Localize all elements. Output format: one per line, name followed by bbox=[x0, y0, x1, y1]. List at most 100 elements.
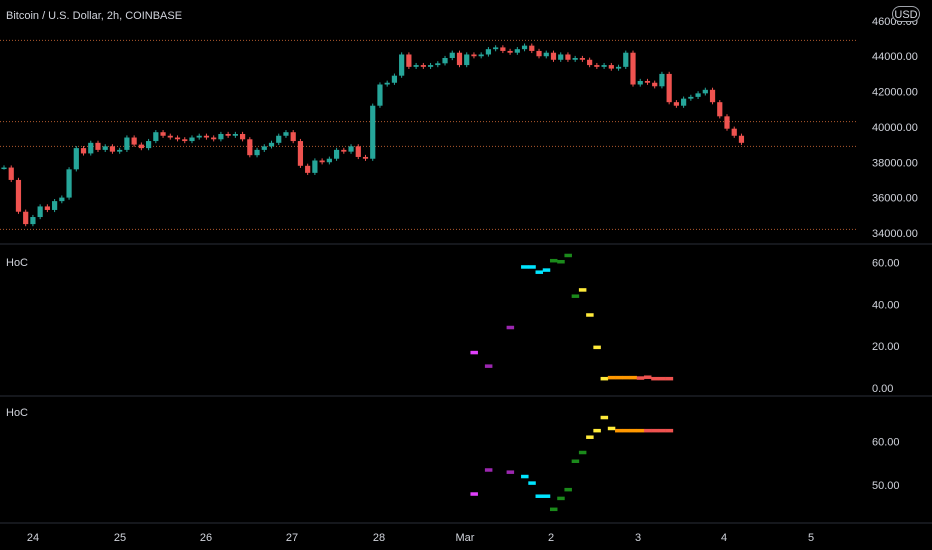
hoc1-point bbox=[528, 265, 536, 269]
hoc2-point bbox=[528, 481, 536, 485]
candle bbox=[507, 50, 513, 53]
indicator-pane-2[interactable]: 50.00 60.00 bbox=[470, 415, 900, 512]
candle bbox=[23, 211, 29, 225]
candle bbox=[623, 52, 629, 67]
candle bbox=[8, 167, 14, 180]
candle bbox=[543, 52, 549, 57]
candle bbox=[312, 160, 318, 173]
time-tick-label: 5 bbox=[808, 532, 814, 544]
hoc1-point bbox=[607, 375, 616, 380]
candle bbox=[673, 102, 679, 106]
hoc1-point bbox=[600, 376, 609, 381]
candle bbox=[239, 133, 246, 140]
candle bbox=[333, 149, 340, 159]
candle bbox=[485, 49, 492, 55]
candle bbox=[615, 66, 622, 69]
time-tick-label: 3 bbox=[635, 532, 641, 544]
hoc1-tick-label: 0.00 bbox=[872, 383, 893, 395]
hoc1-point bbox=[557, 259, 565, 264]
candle bbox=[608, 65, 614, 69]
candle bbox=[493, 47, 499, 50]
candle bbox=[630, 52, 636, 85]
hoc2-point bbox=[607, 426, 616, 431]
hoc1-point bbox=[586, 313, 594, 317]
hoc2-point bbox=[600, 415, 609, 420]
candle bbox=[44, 206, 50, 210]
candle bbox=[319, 160, 325, 163]
hoc2-point bbox=[665, 428, 674, 433]
candle bbox=[601, 65, 607, 67]
candle bbox=[594, 65, 600, 67]
hoc2-point bbox=[535, 494, 544, 498]
indicator-1-label: HoC bbox=[6, 257, 28, 269]
candle bbox=[59, 197, 65, 202]
hoc2-point bbox=[586, 435, 594, 439]
price-tick-label: 38000.00 bbox=[872, 157, 918, 169]
candle bbox=[717, 102, 723, 117]
time-tick-label: 4 bbox=[721, 532, 727, 544]
candle bbox=[1, 167, 7, 170]
candle bbox=[435, 63, 441, 66]
candle bbox=[196, 135, 202, 138]
hoc1-point bbox=[535, 270, 544, 274]
candle bbox=[146, 141, 152, 149]
hoc2-point bbox=[470, 492, 478, 496]
candle bbox=[500, 47, 506, 51]
candle bbox=[225, 133, 231, 136]
candle bbox=[326, 158, 332, 163]
candle bbox=[261, 146, 267, 150]
hoc1-point bbox=[521, 265, 529, 269]
hoc2-point bbox=[542, 494, 551, 498]
currency-badge[interactable]: USD bbox=[892, 6, 920, 22]
candle bbox=[558, 54, 564, 60]
candle bbox=[73, 148, 79, 170]
candle bbox=[117, 149, 123, 152]
hoc1-point bbox=[665, 376, 674, 381]
candle bbox=[377, 84, 383, 106]
candle bbox=[305, 165, 311, 173]
candle bbox=[702, 89, 708, 94]
hoc2-tick-label: 50.00 bbox=[872, 480, 900, 492]
price-pane[interactable]: 34000.00 36000.00 38000.00 40000.00 42000.00… bbox=[0, 16, 918, 240]
candle bbox=[297, 141, 304, 166]
candle bbox=[536, 50, 542, 57]
hoc2-point bbox=[636, 428, 645, 433]
candle bbox=[695, 93, 701, 97]
candle bbox=[521, 45, 528, 50]
time-tick-label: Mar bbox=[456, 532, 475, 544]
hoc1-point bbox=[615, 375, 623, 380]
candle bbox=[572, 58, 578, 60]
price-tick-label: 44000.00 bbox=[872, 51, 918, 63]
candle bbox=[420, 65, 426, 67]
hoc1-point bbox=[636, 376, 645, 380]
time-tick-label: 25 bbox=[114, 532, 126, 544]
hoc1-point bbox=[578, 288, 587, 292]
candle bbox=[666, 73, 672, 103]
candle bbox=[232, 133, 238, 136]
candle bbox=[174, 137, 181, 140]
time-tick-label: 27 bbox=[286, 532, 298, 544]
hoc1-point bbox=[651, 376, 659, 381]
indicator-2-label: HoC bbox=[6, 407, 28, 419]
hoc1-point bbox=[549, 258, 558, 263]
candle bbox=[348, 146, 354, 152]
candle bbox=[709, 89, 716, 103]
hoc2-point bbox=[629, 428, 638, 433]
candle bbox=[66, 169, 72, 198]
hoc1-point bbox=[658, 376, 666, 381]
candle bbox=[681, 98, 687, 106]
time-axis[interactable]: 24 25 26 27 28 Mar 2 3 4 5 bbox=[27, 532, 814, 544]
candle bbox=[30, 217, 36, 225]
hoc1-point bbox=[629, 375, 638, 380]
hoc1-point bbox=[564, 253, 572, 258]
indicator-pane-1[interactable]: 0.00 20.00 40.00 60.00 bbox=[470, 253, 900, 395]
hoc2-point bbox=[506, 470, 515, 474]
candle bbox=[203, 135, 210, 138]
time-tick-label: 28 bbox=[373, 532, 385, 544]
candle bbox=[370, 105, 376, 159]
candle bbox=[341, 149, 347, 152]
candle bbox=[731, 128, 737, 136]
candle bbox=[211, 137, 217, 140]
